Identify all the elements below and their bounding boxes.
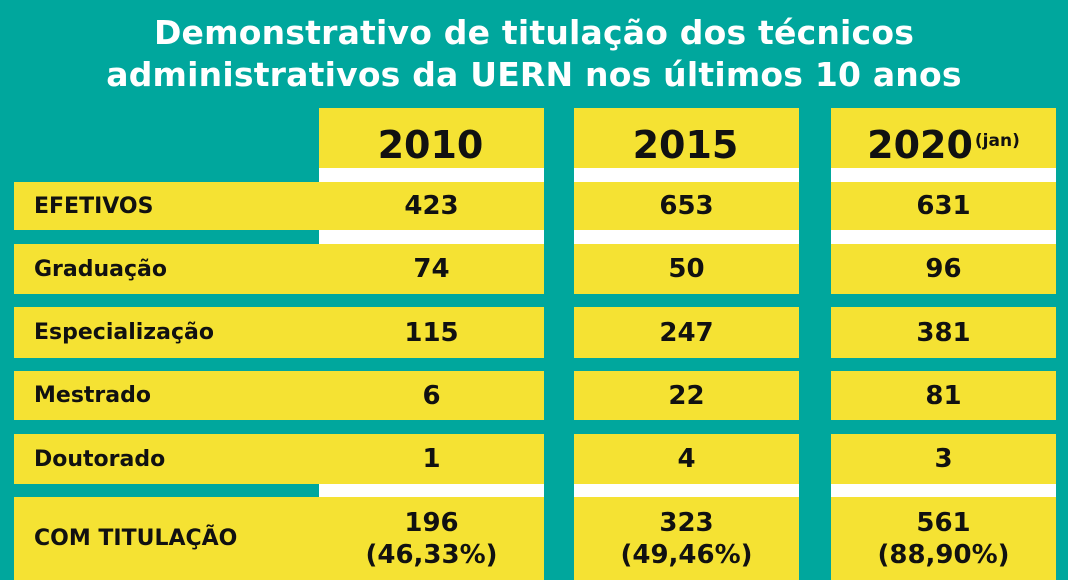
row-label: Mestrado	[34, 383, 151, 408]
value-text: 423	[404, 191, 459, 221]
table-row-doutorado: Doutorado 1 4 3	[14, 434, 1056, 484]
value-text: 6	[422, 380, 441, 411]
cell-value: 6	[319, 371, 544, 420]
column-separator	[831, 230, 1056, 244]
value-text: 381	[916, 317, 971, 348]
column-separator	[574, 484, 799, 497]
title-line-1: Demonstrativo de titulação dos técnicos	[153, 13, 915, 52]
value-text: 1	[422, 444, 441, 474]
cell-value: 96	[831, 244, 1056, 294]
column-separator	[319, 230, 544, 244]
cell-value: 561 (88,90%)	[831, 497, 1056, 580]
cell-value: 423	[319, 182, 544, 230]
cell-value: 631	[831, 182, 1056, 230]
value-text: 247	[659, 317, 714, 348]
column-separator	[319, 484, 544, 497]
cell-value: 3	[831, 434, 1056, 484]
header-year: 2010	[377, 123, 484, 167]
value-text: 631	[916, 191, 971, 221]
cell-value: 50	[574, 244, 799, 294]
percentage-text: (88,90%)	[877, 539, 1010, 570]
table-row-especializacao: Especialização 115 247 381	[14, 307, 1056, 358]
value-text: 3	[934, 444, 953, 474]
header-note: (jan)	[974, 131, 1020, 151]
header-separator	[319, 168, 544, 182]
column-header-2015: 2015	[574, 108, 799, 182]
cell-value: 4	[574, 434, 799, 484]
value-text: 22	[668, 380, 705, 411]
title-line-2: administrativos da UERN nos últimos 10 a…	[106, 55, 962, 94]
value-text: 81	[925, 380, 962, 411]
row-label: EFETIVOS	[34, 193, 154, 219]
table-row-com-titulacao: COM TITULAÇÃO 196 (46,33%) 323 (49,46%) …	[14, 497, 1056, 580]
cell-value: 381	[831, 307, 1056, 358]
value-text: 115	[404, 317, 459, 348]
header-year: 2020	[867, 123, 973, 167]
cell-value: 196 (46,33%)	[319, 497, 544, 580]
chart-title: Demonstrativo de titulação dos técnicos …	[0, 12, 1068, 96]
header-separator	[831, 168, 1056, 182]
value-text: 561	[916, 507, 971, 538]
value-text: 653	[659, 191, 714, 221]
column-separator	[574, 230, 799, 244]
cell-value: 115	[319, 307, 544, 358]
cell-value: 81	[831, 371, 1056, 420]
header-year: 2015	[632, 123, 739, 167]
cell-value: 653	[574, 182, 799, 230]
column-separator	[831, 484, 1056, 497]
value-text: 50	[668, 254, 705, 284]
value-text: 196	[404, 507, 459, 538]
column-header-2020: 2020 (jan)	[831, 108, 1056, 182]
table-row-efetivos: EFETIVOS 423 653 631	[14, 182, 1056, 230]
cell-value: 74	[319, 244, 544, 294]
header-separator	[574, 168, 799, 182]
cell-value: 1	[319, 434, 544, 484]
value-text: 4	[677, 444, 696, 474]
table-row-mestrado: Mestrado 6 22 81	[14, 371, 1056, 420]
row-label: Especialização	[34, 320, 214, 345]
table-row-graduacao: Graduação 74 50 96	[14, 244, 1056, 294]
value-text: 323	[659, 507, 714, 538]
cell-value: 247	[574, 307, 799, 358]
row-label: COM TITULAÇÃO	[34, 526, 238, 551]
value-text: 96	[925, 254, 962, 284]
column-header-2010: 2010	[319, 108, 544, 182]
row-label: Doutorado	[34, 446, 166, 472]
row-label: Graduação	[34, 256, 168, 282]
value-text: 74	[413, 254, 450, 284]
cell-value: 22	[574, 371, 799, 420]
percentage-text: (49,46%)	[620, 539, 753, 570]
percentage-text: (46,33%)	[365, 539, 498, 570]
cell-value: 323 (49,46%)	[574, 497, 799, 580]
